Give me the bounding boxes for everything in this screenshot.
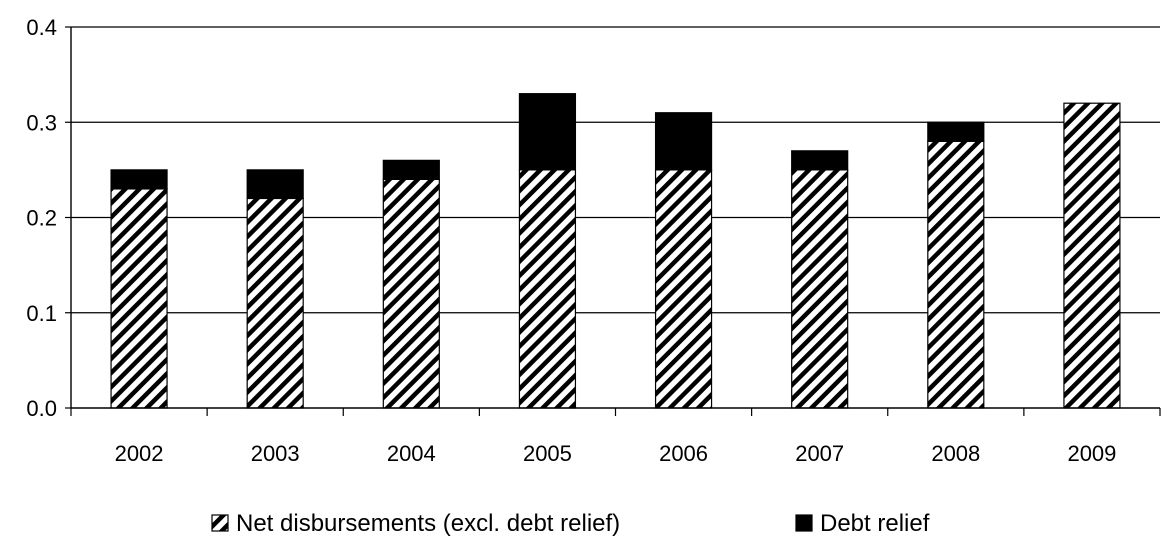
- y-tick-label: 0.0: [26, 396, 57, 421]
- bar-net-disbursements: [791, 169, 849, 409]
- bar-debt-relief: [518, 93, 577, 171]
- bar-net-disbursements: [518, 169, 577, 409]
- x-tick-label: 2008: [931, 441, 980, 466]
- x-tick-label: 2005: [523, 441, 572, 466]
- bar-net-disbursements: [654, 169, 713, 409]
- tick-labels: 0.0 0.1 0.2 0.3 0.4 2002 2003 2004 2005 2006 2007 2…: [26, 15, 1116, 466]
- bar-net-disbursements: [1063, 102, 1121, 409]
- bar-debt-relief: [110, 169, 168, 190]
- legend-label-net-disbursements: Net disbursements (excl. debt relief): [236, 510, 620, 537]
- legend-swatch-net-disbursements: [211, 514, 229, 532]
- legend: Net disbursements (excl. debt relief) Deb…: [211, 510, 930, 537]
- legend-swatch-debt-relief: [795, 514, 813, 532]
- bar-net-disbursements: [927, 140, 985, 409]
- bar-debt-relief: [927, 121, 985, 142]
- bar-net-disbursements: [246, 197, 304, 409]
- bar-debt-relief: [382, 159, 440, 181]
- y-tick-label: 0.4: [26, 15, 57, 40]
- x-tick-label: 2003: [251, 441, 300, 466]
- x-tick-label: 2006: [659, 441, 708, 466]
- x-tick-label: 2004: [387, 441, 436, 466]
- x-tick-label: 2009: [1067, 441, 1116, 466]
- bar-debt-relief: [246, 169, 304, 200]
- bar-debt-relief: [654, 112, 713, 171]
- y-tick-label: 0.2: [26, 206, 57, 231]
- y-tick-label: 0.3: [26, 110, 57, 135]
- bar-debt-relief: [791, 150, 849, 171]
- bar-net-disbursements: [110, 188, 168, 409]
- x-tick-label: 2007: [795, 441, 844, 466]
- legend-label-debt-relief: Debt relief: [820, 510, 930, 537]
- y-tick-label: 0.1: [26, 301, 57, 326]
- x-tick-label: 2002: [115, 441, 164, 466]
- axes: [65, 26, 1161, 416]
- bar-net-disbursements: [382, 178, 440, 409]
- bars: [110, 93, 1121, 409]
- gridlines: [71, 26, 1160, 314]
